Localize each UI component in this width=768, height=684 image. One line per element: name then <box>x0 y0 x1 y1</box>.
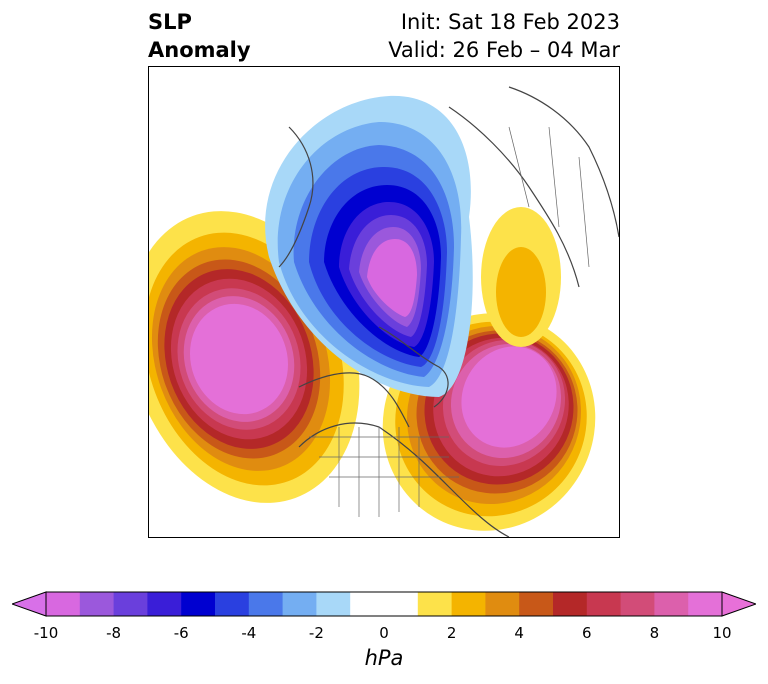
colorbar <box>12 591 756 617</box>
colorbar-tick-label: -2 <box>308 624 324 642</box>
colorbar-extend-high <box>721 591 756 617</box>
arctic-low-anomaly <box>265 95 473 397</box>
map-dates: Init: Sat 18 Feb 2023 Valid: 26 Feb – 04… <box>388 8 620 64</box>
title-line-2: Anomaly <box>148 38 251 62</box>
borders <box>309 126 590 517</box>
colorbar-tick-label: 0 <box>379 624 389 642</box>
colorbar-block <box>384 592 419 616</box>
colorbar-block <box>113 592 148 616</box>
anomaly-map <box>148 66 620 538</box>
europe-anomaly-core <box>496 247 546 337</box>
colorbar-tick-label: 2 <box>446 624 457 642</box>
colorbar-tick-label: -4 <box>241 624 257 642</box>
pacific-high-anomaly <box>149 211 360 503</box>
colorbar-tick-label: -8 <box>106 624 122 642</box>
colorbar-tick-label: -10 <box>33 624 59 642</box>
colorbar-block <box>282 592 317 616</box>
colorbar-block <box>46 592 81 616</box>
colorbar-block <box>485 592 520 616</box>
colorbar-block <box>215 592 250 616</box>
colorbar-block <box>586 592 622 616</box>
colorbar-outline <box>45 591 723 617</box>
colorbar-block <box>181 592 216 616</box>
map-title: SLP Anomaly <box>148 8 251 64</box>
colorbar-block <box>316 592 351 616</box>
colorbar-block <box>417 592 453 616</box>
colorbar-block <box>654 592 689 616</box>
colorbar-tick-label: -6 <box>173 624 189 642</box>
colorbar-block <box>147 592 182 616</box>
coastlines <box>278 86 619 537</box>
colorbar-extend-low <box>12 591 47 617</box>
colorbar-tick-label: 10 <box>712 624 732 642</box>
colorbar-tick-label: 6 <box>582 624 592 642</box>
colorbar-block <box>688 592 723 616</box>
colorbar-tick-label: 4 <box>514 624 524 642</box>
colorbar-block <box>350 592 385 616</box>
colorbar-block <box>519 592 554 616</box>
atlantic-high-anomaly <box>382 313 596 531</box>
map-svg <box>149 86 619 537</box>
valid-date-range: Valid: 26 Feb – 04 Mar <box>388 38 620 62</box>
colorbar-block <box>248 592 284 616</box>
init-date: Init: Sat 18 Feb 2023 <box>400 10 620 34</box>
colorbar-block <box>451 592 486 616</box>
colorbar-block <box>620 592 655 616</box>
colorbar-block <box>553 592 588 616</box>
title-line-1: SLP <box>148 10 192 34</box>
colorbar-tick-label: 8 <box>649 624 660 642</box>
colorbar-block <box>79 592 115 616</box>
colorbar-units: hPa <box>364 646 404 670</box>
colorbar-blocks <box>46 592 723 616</box>
